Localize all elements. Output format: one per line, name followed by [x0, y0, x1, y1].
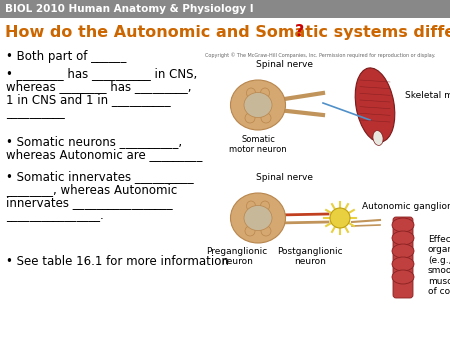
Text: • Somatic innervates __________: • Somatic innervates __________ — [6, 170, 194, 183]
Ellipse shape — [261, 226, 271, 236]
Ellipse shape — [392, 218, 414, 232]
Text: innervates _________________: innervates _________________ — [6, 196, 173, 209]
Text: • Both part of ______: • Both part of ______ — [6, 50, 126, 63]
Ellipse shape — [373, 130, 383, 145]
Ellipse shape — [245, 113, 255, 123]
Ellipse shape — [261, 113, 271, 123]
Ellipse shape — [392, 231, 414, 245]
Ellipse shape — [230, 193, 285, 243]
Ellipse shape — [392, 257, 414, 271]
Text: __________: __________ — [6, 106, 65, 119]
Ellipse shape — [247, 88, 256, 98]
Text: Copyright © The McGraw-Hill Companies, Inc. Permission required for reproduction: Copyright © The McGraw-Hill Companies, I… — [205, 52, 435, 57]
Ellipse shape — [245, 226, 255, 236]
Text: Autonomic ganglion: Autonomic ganglion — [362, 202, 450, 211]
Ellipse shape — [355, 68, 395, 142]
Text: ________, whereas Autonomic: ________, whereas Autonomic — [6, 183, 177, 196]
Text: whereas ________ has _________,: whereas ________ has _________, — [6, 80, 192, 93]
Text: • ________ has __________ in CNS,: • ________ has __________ in CNS, — [6, 67, 197, 80]
Text: Skeletal muscle: Skeletal muscle — [405, 91, 450, 99]
Ellipse shape — [244, 93, 272, 118]
Circle shape — [330, 208, 350, 228]
Ellipse shape — [261, 201, 270, 211]
Text: Effector
organ
(e.g.,
smooth
muscle
of colon): Effector organ (e.g., smooth muscle of c… — [428, 235, 450, 296]
FancyBboxPatch shape — [393, 217, 413, 298]
Ellipse shape — [392, 244, 414, 258]
Ellipse shape — [230, 80, 285, 130]
Text: • See table 16.1 for more information: • See table 16.1 for more information — [6, 255, 229, 268]
Ellipse shape — [244, 206, 272, 231]
Text: 1 in CNS and 1 in __________: 1 in CNS and 1 in __________ — [6, 93, 171, 106]
Text: Preganglionic
neuron: Preganglionic neuron — [207, 247, 268, 266]
Text: ?: ? — [295, 24, 304, 40]
Ellipse shape — [261, 88, 270, 98]
Ellipse shape — [247, 201, 256, 211]
Text: Somatic
motor neuron: Somatic motor neuron — [229, 135, 287, 154]
Text: BIOL 2010 Human Anatomy & Physiology I: BIOL 2010 Human Anatomy & Physiology I — [5, 4, 254, 14]
Text: Postganglionic
neuron: Postganglionic neuron — [277, 247, 343, 266]
FancyBboxPatch shape — [0, 0, 450, 18]
Ellipse shape — [392, 270, 414, 284]
Text: Spinal nerve: Spinal nerve — [256, 60, 312, 69]
Text: How do the Autonomic and Somatic systems differ: How do the Autonomic and Somatic systems… — [5, 24, 450, 40]
Text: • Somatic neurons __________,: • Somatic neurons __________, — [6, 135, 182, 148]
Text: ________________.: ________________. — [6, 209, 104, 222]
Text: whereas Autonomic are _________: whereas Autonomic are _________ — [6, 148, 202, 161]
Text: Spinal nerve: Spinal nerve — [256, 173, 312, 182]
